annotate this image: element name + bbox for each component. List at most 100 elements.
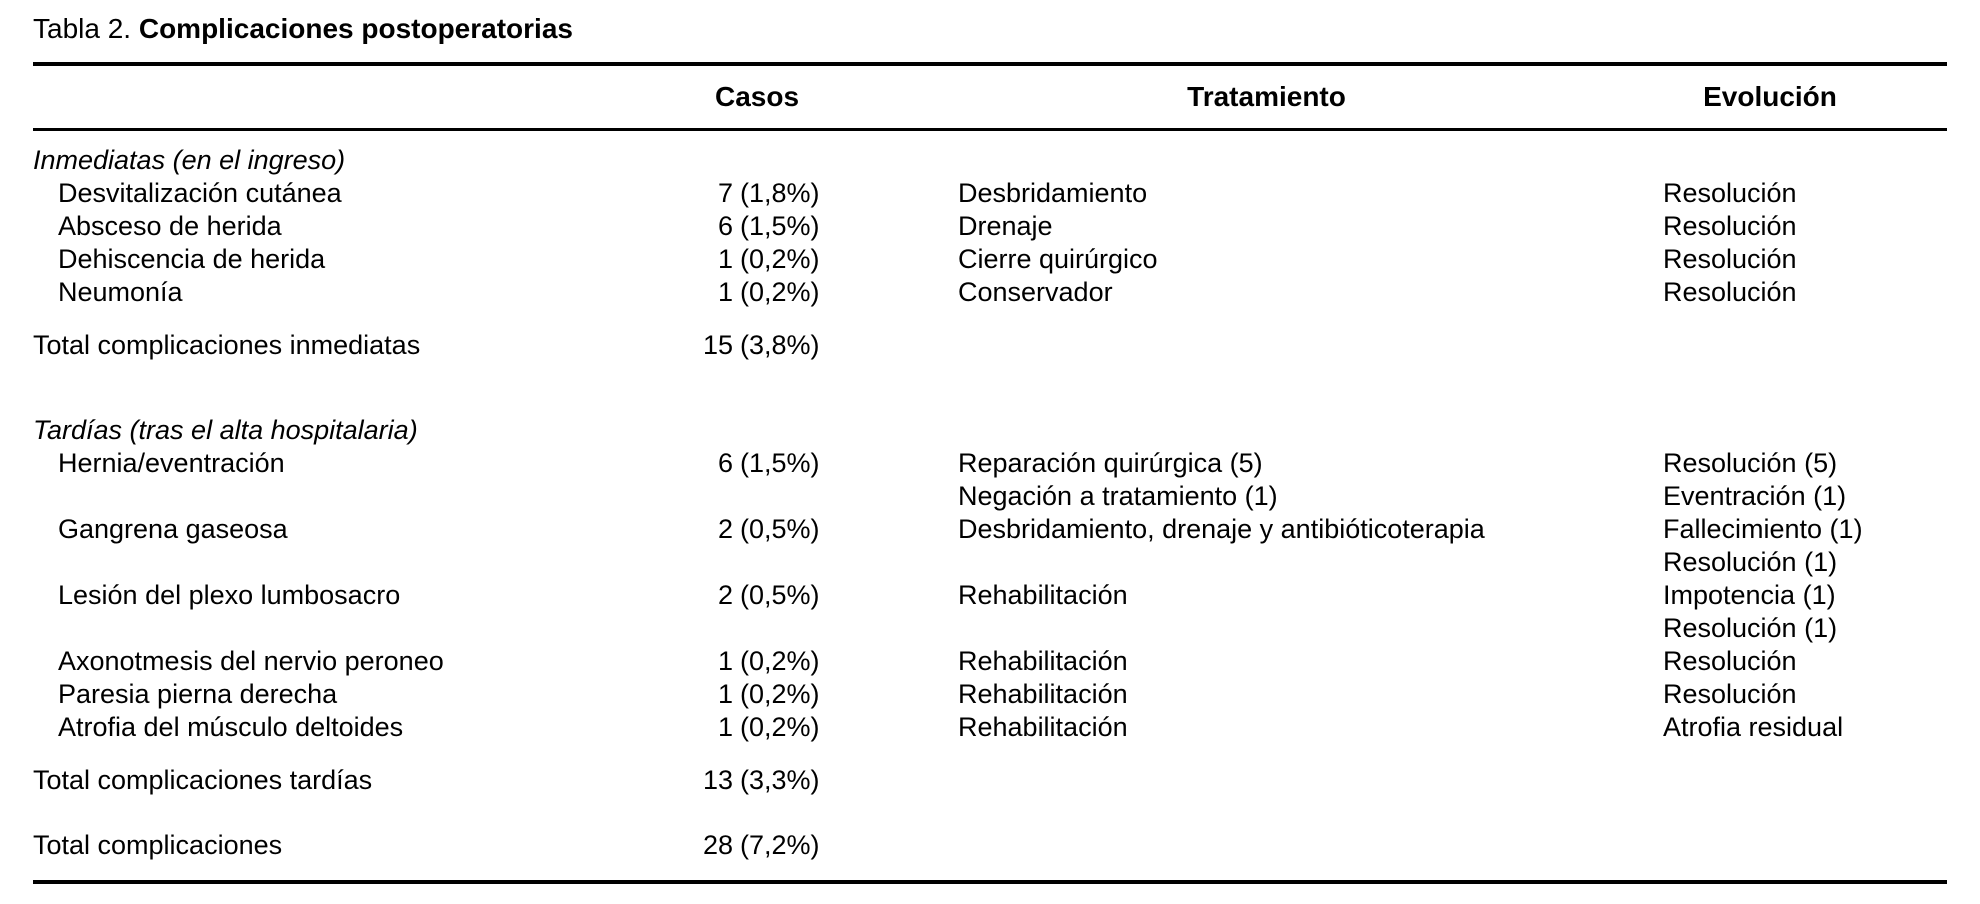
table-row: Desvitalización cutánea 7 (1,8%) Desbrid… xyxy=(33,177,1947,210)
total-row-tardias: Total complicaciones tardías 13 (3,3%) xyxy=(33,764,1947,797)
tratamiento-line: Rehabilitación xyxy=(958,580,1128,610)
evolucion-line: Resolución xyxy=(1663,679,1797,709)
casos-value: 7 (1,8%) xyxy=(680,177,958,210)
casos-percent: (0,2%) xyxy=(740,712,820,742)
casos-value: 6 (1,5%) xyxy=(680,447,958,480)
evolucion-line: Impotencia (1) xyxy=(1663,580,1836,610)
casos-value: 1 (0,2%) xyxy=(680,243,958,276)
table-row: Absceso de herida 6 (1,5%) Drenaje Resol… xyxy=(33,210,1947,243)
casos-value: 1 (0,2%) xyxy=(680,678,958,711)
complication-label: Absceso de herida xyxy=(58,211,282,241)
tratamiento-value: Rehabilitación xyxy=(958,711,1663,744)
tratamiento-line: Rehabilitación xyxy=(958,712,1128,742)
casos-percent: (1,5%) xyxy=(740,448,820,478)
total-casos-value: 13 (3,3%) xyxy=(680,764,958,797)
complication-label: Gangrena gaseosa xyxy=(58,514,288,544)
complication-label: Lesión del plexo lumbosacro xyxy=(58,580,401,610)
table-body: Inmediatas (en el ingreso) Desvitalizaci… xyxy=(33,131,1947,862)
tratamiento-line: Desbridamiento xyxy=(958,178,1148,208)
casos-value: 2 (0,5%) xyxy=(680,579,958,612)
tratamiento-line: Reparación quirúrgica (5) xyxy=(958,448,1263,478)
complication-label: Desvitalización cutánea xyxy=(58,178,342,208)
section-heading-tardias: Tardías (tras el alta hospitalaria) xyxy=(33,415,418,445)
evolucion-line: Resolución xyxy=(1663,277,1797,307)
casos-count: 6 xyxy=(717,211,733,241)
evolucion-value: Fallecimiento (1) Resolución (1) xyxy=(1663,513,1947,579)
tratamiento-value: Desbridamiento xyxy=(958,177,1663,210)
evolucion-line: Resolución xyxy=(1663,646,1797,676)
complication-label: Dehiscencia de herida xyxy=(58,244,326,274)
tratamiento-value: Drenaje xyxy=(958,210,1663,243)
column-header-row: Casos Tratamiento Evolución xyxy=(33,66,1947,128)
total-casos-value: 15 (3,8%) xyxy=(680,329,958,362)
casos-count: 2 xyxy=(717,514,733,544)
evolucion-value: Resolución xyxy=(1663,243,1947,276)
casos-count: 1 xyxy=(717,277,733,307)
casos-count: 6 xyxy=(717,448,733,478)
grand-total-row: Total complicaciones 28 (7,2%) xyxy=(33,829,1947,862)
complication-label: Atrofia del músculo deltoides xyxy=(58,712,404,742)
header-bottom-rule xyxy=(33,128,1947,131)
tratamiento-line: Drenaje xyxy=(958,211,1053,241)
casos-value: 1 (0,2%) xyxy=(680,276,958,309)
section-tardias: Tardías (tras el alta hospitalaria) Hern… xyxy=(33,414,1947,797)
evolucion-line: Atrofia residual xyxy=(1663,712,1844,742)
evolucion-line: Fallecimiento (1) xyxy=(1663,514,1863,544)
casos-percent: (0,5%) xyxy=(740,580,820,610)
tratamiento-value: Rehabilitación xyxy=(958,678,1663,711)
tratamiento-line: Negación a tratamiento (1) xyxy=(958,481,1278,511)
table-bottom-rule xyxy=(33,880,1947,884)
casos-count: 7 xyxy=(717,178,733,208)
table-row: Paresia pierna derecha 1 (0,2%) Rehabili… xyxy=(33,678,1947,711)
table-title: Tabla 2. Complicaciones postoperatorias xyxy=(33,0,1947,46)
tratamiento-value: Conservador xyxy=(958,276,1663,309)
casos-percent: (0,2%) xyxy=(740,679,820,709)
evolucion-line: Resolución (1) xyxy=(1663,547,1838,577)
tratamiento-line: Cierre quirúrgico xyxy=(958,244,1158,274)
evolucion-line: Resolución xyxy=(1663,178,1797,208)
table-number-label: Tabla 2. xyxy=(33,13,132,44)
total-label: Total complicaciones tardías xyxy=(33,765,373,795)
section-inmediatas: Inmediatas (en el ingreso) Desvitalizaci… xyxy=(33,144,1947,362)
casos-percent: (3,8%) xyxy=(740,330,820,360)
grand-total-casos-value: 28 (7,2%) xyxy=(680,829,958,862)
tratamiento-line: Rehabilitación xyxy=(958,679,1128,709)
tratamiento-line: Conservador xyxy=(958,277,1113,307)
casos-count: 28 xyxy=(702,830,733,860)
table-row: Lesión del plexo lumbosacro 2 (0,5%) Reh… xyxy=(33,579,1947,645)
tratamiento-value: Rehabilitación xyxy=(958,645,1663,678)
evolucion-value: Resolución xyxy=(1663,177,1947,210)
casos-count: 15 xyxy=(702,330,733,360)
table-row: Neumonía 1 (0,2%) Conservador Resolución xyxy=(33,276,1947,309)
tratamiento-value: Rehabilitación xyxy=(958,579,1663,612)
complication-label: Hernia/eventración xyxy=(58,448,285,478)
table-row: Atrofia del músculo deltoides 1 (0,2%) R… xyxy=(33,711,1947,744)
evolucion-line: Resolución (5) xyxy=(1663,448,1838,478)
tratamiento-value: Cierre quirúrgico xyxy=(958,243,1663,276)
table-2-complicaciones: Tabla 2. Complicaciones postoperatorias … xyxy=(33,0,1947,884)
evolucion-line: Eventración (1) xyxy=(1663,481,1847,511)
table-top-rule xyxy=(33,62,1947,66)
table-row: Axonotmesis del nervio peroneo 1 (0,2%) … xyxy=(33,645,1947,678)
table-row: Dehiscencia de herida 1 (0,2%) Cierre qu… xyxy=(33,243,1947,276)
column-header-evolucion: Evolución xyxy=(1703,81,1837,112)
casos-percent: (3,3%) xyxy=(740,765,820,795)
casos-count: 1 xyxy=(717,244,733,274)
casos-percent: (0,5%) xyxy=(740,514,820,544)
table-row: Hernia/eventración 6 (1,5%) Reparación q… xyxy=(33,447,1947,513)
casos-percent: (1,8%) xyxy=(740,178,820,208)
table-title-text: Complicaciones postoperatorias xyxy=(138,13,573,44)
casos-value: 2 (0,5%) xyxy=(680,513,958,546)
tratamiento-line: Rehabilitación xyxy=(958,646,1128,676)
casos-percent: (7,2%) xyxy=(740,830,820,860)
evolucion-value: Atrofia residual xyxy=(1663,711,1947,744)
evolucion-value: Resolución xyxy=(1663,645,1947,678)
tratamiento-value: Reparación quirúrgica (5) Negación a tra… xyxy=(958,447,1663,513)
evolucion-value: Impotencia (1) Resolución (1) xyxy=(1663,579,1947,645)
casos-count: 2 xyxy=(717,580,733,610)
casos-value: 6 (1,5%) xyxy=(680,210,958,243)
tratamiento-value: Desbridamiento, drenaje y antibióticoter… xyxy=(958,513,1663,546)
evolucion-value: Resolución xyxy=(1663,210,1947,243)
section-heading-inmediatas: Inmediatas (en el ingreso) xyxy=(33,145,346,175)
complication-label: Axonotmesis del nervio peroneo xyxy=(58,646,444,676)
